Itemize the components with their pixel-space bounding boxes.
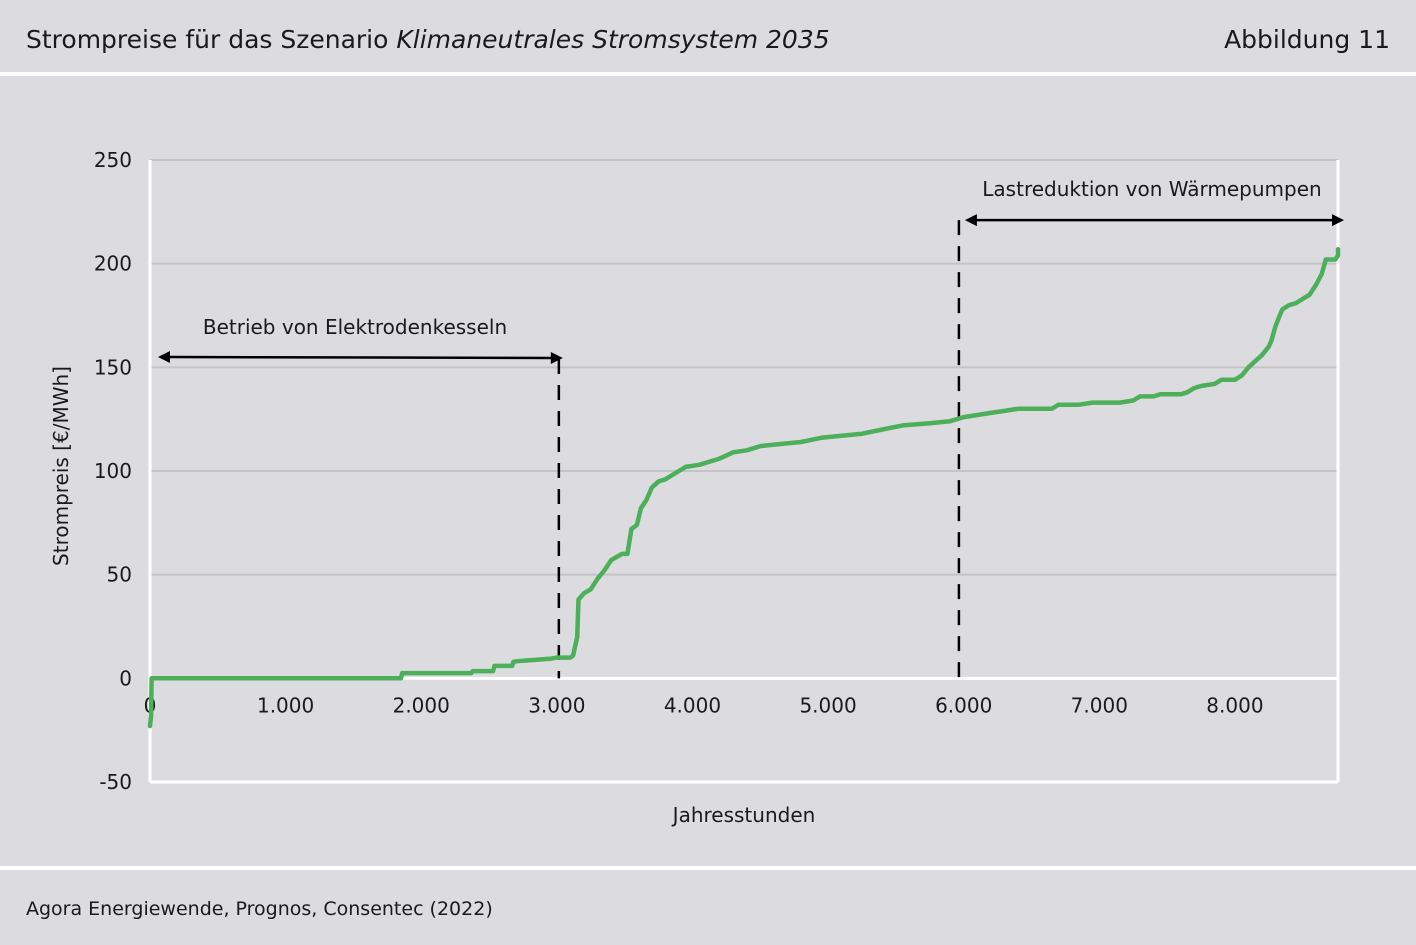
annotations: Betrieb von Elektrodenkesseln Lastredukti… [158, 177, 1344, 365]
x-tick-label: 4.000 [664, 693, 721, 717]
x-tick-label: 7.000 [1071, 693, 1128, 717]
annotation-arrow [167, 355, 553, 360]
figure-title: Strompreise für das Szenario Klimaneutra… [26, 24, 830, 56]
figure-title-prefix: Strompreise für das Szenario [26, 25, 397, 54]
y-tick-label: 0 [119, 666, 132, 690]
x-tick-label: 1.000 [257, 693, 314, 717]
y-axis-title: Strompreis [€/MWh] [49, 366, 73, 566]
x-tick-label: 5.000 [799, 693, 856, 717]
y-tick-label: 150 [94, 355, 132, 379]
annotation-label: Lastreduktion von Wärmepumpen [982, 177, 1321, 201]
chart-grid [150, 159, 1338, 576]
x-axis-title: Jahresstunden [671, 803, 816, 827]
y-tick-label: 100 [94, 459, 132, 483]
x-tick-label: 3.000 [528, 693, 585, 717]
header-band [0, 0, 1416, 76]
x-tick-label: 6.000 [935, 693, 992, 717]
x-tick-label: 8.000 [1206, 693, 1263, 717]
chart-series [147, 246, 1341, 729]
x-tick-label: 2.000 [393, 693, 450, 717]
arrow-head [550, 352, 563, 365]
arrow-head [1332, 214, 1344, 227]
footer-rule [0, 866, 1416, 870]
x-tick-labels: 0 1.000 2.000 3.000 4.000 5.000 6.000 7.000 8.00… [144, 693, 1264, 717]
annotation-guides [557, 220, 961, 679]
source-note: Agora Energiewende, Prognos, Consentec (… [26, 898, 493, 920]
y-tick-label: -50 [99, 770, 132, 794]
figure-number: Abbildung 11 [1224, 25, 1390, 54]
y-tick-label: 50 [107, 563, 132, 587]
arrow-head [964, 214, 977, 227]
y-tick-label: 200 [94, 252, 132, 276]
figure-title-scenario: Klimaneutrales Stromsystem 2035 [396, 25, 830, 54]
annotation-label: Betrieb von Elektrodenkesseln [203, 315, 507, 339]
price-duration-line [147, 246, 1341, 729]
y-tick-label: 250 [94, 148, 132, 172]
y-tick-labels: -50 0 50 100 150 200 250 [94, 148, 132, 794]
arrow-head [158, 350, 170, 363]
